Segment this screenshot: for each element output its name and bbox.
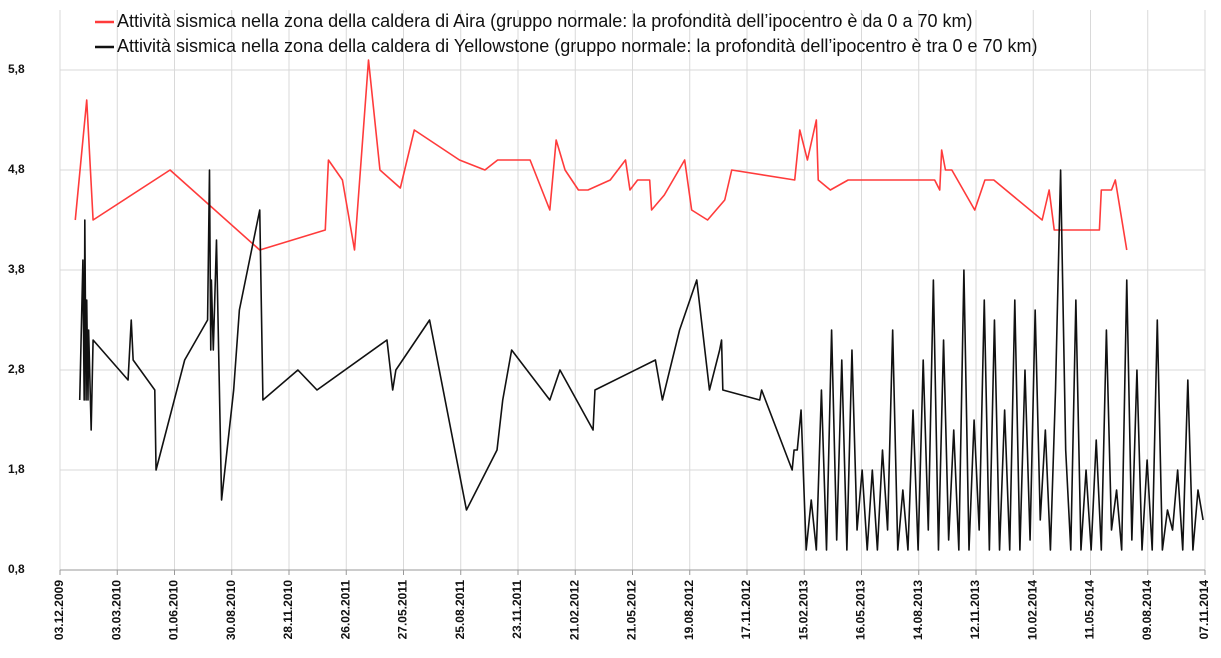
x-tick-label: 01.06.2010 bbox=[167, 580, 181, 640]
x-tick-label: 21.02.2012 bbox=[567, 580, 581, 640]
legend-label: Attività sismica nella zona della calder… bbox=[117, 36, 1038, 56]
series-line bbox=[78, 169, 1204, 551]
y-tick-label: 4,8 bbox=[8, 162, 25, 176]
x-tick-label: 09.08.2014 bbox=[1140, 580, 1154, 640]
x-tick-label: 17.11.2012 bbox=[739, 580, 753, 640]
x-tick-label: 21.05.2012 bbox=[625, 580, 639, 640]
x-tick-label: 10.02.2014 bbox=[1025, 580, 1039, 640]
y-tick-label: 5,8 bbox=[8, 62, 25, 76]
y-tick-label: 0,8 bbox=[8, 562, 25, 576]
x-tick-label: 15.02.2013 bbox=[796, 580, 810, 640]
x-tick-label: 11.05.2014 bbox=[1083, 580, 1097, 640]
x-tick-label: 19.08.2012 bbox=[682, 580, 696, 640]
x-tick-label: 03.12.2009 bbox=[52, 580, 66, 640]
x-tick-label: 25.08.2011 bbox=[453, 580, 467, 640]
x-tick-label: 16.05.2013 bbox=[854, 580, 868, 640]
y-tick-label: 3,8 bbox=[8, 262, 25, 276]
y-tick-label: 1,8 bbox=[8, 462, 25, 476]
x-tick-label: 26.02.2011 bbox=[338, 580, 352, 640]
x-tick-label: 27.05.2011 bbox=[396, 580, 410, 640]
x-tick-label: 07.11.2014 bbox=[1197, 580, 1211, 640]
legend-label: Attività sismica nella zona della calder… bbox=[117, 11, 972, 31]
series-line bbox=[74, 59, 1128, 251]
y-tick-label: 2,8 bbox=[8, 362, 25, 376]
x-tick-label: 03.03.2010 bbox=[109, 580, 123, 640]
x-tick-label: 30.08.2010 bbox=[224, 580, 238, 640]
x-tick-label: 14.08.2013 bbox=[911, 580, 925, 640]
x-tick-label: 12.11.2013 bbox=[968, 580, 982, 640]
x-tick-label: 28.11.2010 bbox=[281, 580, 295, 640]
x-tick-label: 23.11.2011 bbox=[510, 580, 524, 639]
